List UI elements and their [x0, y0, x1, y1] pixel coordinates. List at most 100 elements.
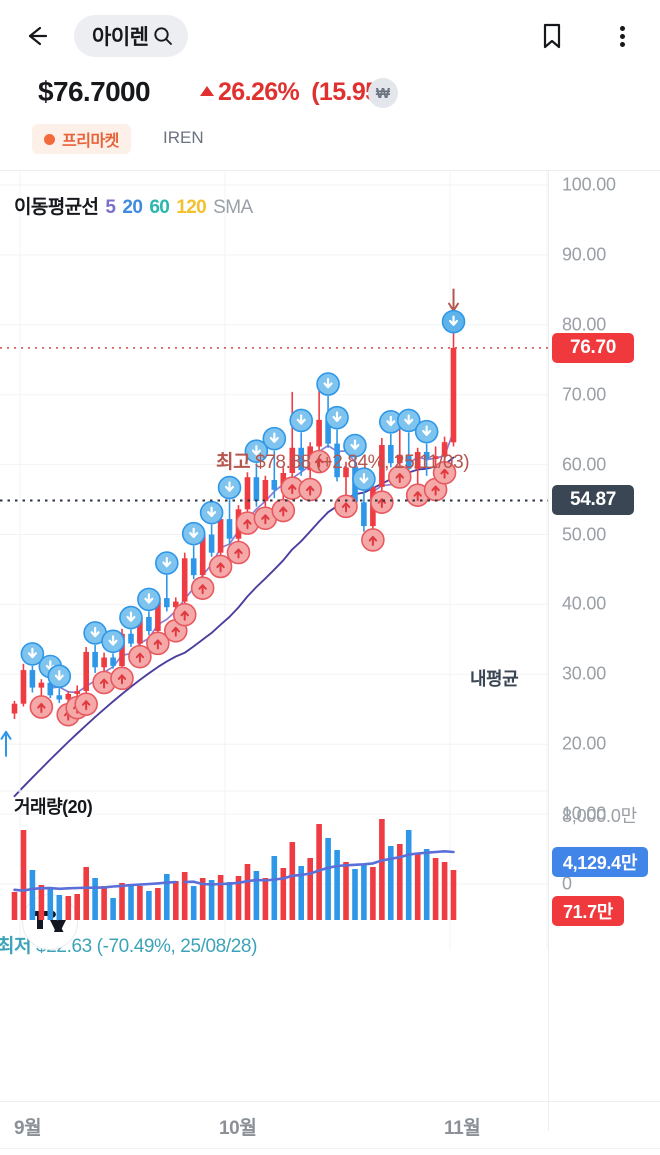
sell-signal-marker — [352, 467, 376, 491]
volume-bar — [56, 895, 63, 920]
current-price: $76.7000 — [38, 76, 151, 107]
buy-signal-marker — [307, 449, 331, 474]
buy-signal-marker — [235, 511, 260, 535]
kebab-menu-icon — [619, 23, 625, 50]
triangle-up-icon — [200, 85, 214, 96]
buy-signal-marker — [432, 461, 457, 485]
buy-signal-marker — [110, 666, 134, 691]
volume-bar — [280, 868, 287, 920]
volume-axis-top-label: 8,000.0만 — [562, 806, 638, 826]
volume-bar — [262, 878, 269, 920]
high-annotation: 최고 $78.88 (+2.84%, 25/11/03) — [216, 447, 470, 474]
buy-signal-marker — [29, 695, 54, 719]
volume-bar — [190, 886, 197, 920]
volume-bar — [414, 853, 421, 920]
price-axis-tick: 50.00 — [562, 524, 607, 544]
volume-bar — [128, 884, 134, 920]
sell-signal-marker — [343, 433, 367, 458]
search-chip[interactable]: 아이렌 — [74, 15, 189, 57]
volume-bar — [217, 875, 224, 920]
buy-signal-marker — [146, 631, 170, 656]
price-axis[interactable]: 0 10.00 20.00 30.00 40.00 50.00 60.00 70.00 80.0… — [548, 171, 660, 950]
price-change-group: 26.26% (15.95) — [200, 78, 387, 107]
volume-bar — [119, 883, 125, 920]
volume-bar — [199, 878, 206, 920]
buy-signal-marker — [387, 465, 412, 489]
volume-bar — [173, 881, 179, 920]
volume-chart-plot[interactable] — [0, 789, 548, 920]
volume-area[interactable]: 거래량(20) 8,000.0만 4,129.4만 71.7만 — [0, 789, 660, 926]
last-price-badge: 76.70 — [552, 332, 634, 363]
price-axis-tick: 100.00 — [562, 174, 616, 195]
sell-signal-marker — [119, 605, 143, 630]
volume-bar — [235, 876, 242, 920]
volume-ma-badge: 4,129.4만 — [552, 847, 648, 877]
buy-signal-marker — [172, 602, 197, 627]
buy-signal-marker — [226, 540, 251, 565]
bookmark-icon — [543, 23, 561, 49]
ticker-symbol: IREN — [163, 128, 204, 147]
volume-bar — [155, 888, 161, 920]
volume-bar — [253, 871, 260, 920]
volume-bar — [423, 849, 430, 920]
time-axis-tick: 11월 — [444, 1118, 481, 1139]
high-annotation-label: 최고 — [216, 452, 251, 473]
volume-bar — [101, 886, 107, 920]
time-axis: 9월 10월 11월 — [0, 1101, 660, 1155]
volume-bar — [352, 869, 358, 920]
high-annotation-value: $78.88 (+2.84%, 25/11/03) — [255, 452, 470, 473]
volume-bar — [450, 870, 457, 920]
session-badge-label: 프리마켓 — [62, 133, 119, 150]
back-button[interactable] — [14, 14, 58, 58]
volume-axis[interactable]: 8,000.0만 4,129.4만 71.7만 — [548, 789, 660, 926]
time-axis-top-rule — [0, 1101, 660, 1102]
bookmark-button[interactable] — [530, 14, 574, 58]
high-marker — [441, 309, 466, 334]
ma-legend-5: 5 — [105, 197, 116, 218]
volume-bar — [361, 864, 367, 920]
volume-bar — [11, 892, 18, 920]
sell-signal-marker — [289, 408, 314, 433]
low-annotation-label: 최저 — [0, 936, 32, 957]
ma-legend-title: 이동평균선 — [14, 197, 99, 218]
price-axis-tick: 90.00 — [562, 244, 607, 265]
my-average-badge: 54.87 — [552, 485, 634, 516]
sell-signal-marker — [47, 664, 72, 689]
ma-legend[interactable]: 이동평균선 5 20 60 120 SMA — [14, 192, 253, 219]
ma-legend-20: 20 — [122, 197, 143, 218]
chart-area[interactable]: 이동평균선 5 20 60 120 SMA 최고 $78.88 (+2.84%,… — [0, 171, 660, 1155]
price-chart-plot[interactable] — [0, 171, 548, 950]
volume-bar — [146, 891, 152, 920]
search-chip-label: 아이렌 — [92, 26, 149, 49]
price-axis-tick: 60.00 — [562, 454, 607, 475]
price-axis-tick: 80.00 — [562, 314, 607, 335]
buy-signal-marker — [190, 576, 215, 600]
sell-signal-marker — [414, 419, 439, 444]
sell-signal-marker — [217, 475, 242, 500]
sell-signal-marker — [199, 500, 224, 525]
volume-bar — [164, 874, 170, 920]
candlestick-chart — [0, 171, 548, 950]
session-badge: 프리마켓 — [32, 124, 131, 154]
top-app-bar: 아이렌 — [0, 0, 660, 72]
volume-bar — [244, 864, 251, 920]
time-axis-tick: 9월 — [14, 1118, 42, 1139]
volume-bar — [83, 867, 89, 920]
currency-toggle-button[interactable]: ₩ — [368, 78, 398, 108]
sell-signal-marker — [20, 642, 45, 666]
buy-signal-marker — [208, 554, 233, 579]
buy-signal-marker — [271, 498, 296, 523]
sell-signal-marker — [181, 521, 206, 546]
volume-bar — [325, 838, 331, 920]
sell-signal-marker — [396, 408, 421, 433]
time-axis-tick: 10월 — [219, 1118, 257, 1139]
price-axis-tick: 20.00 — [562, 733, 607, 754]
search-icon — [154, 27, 173, 45]
price-axis-tick: 70.00 — [562, 384, 607, 405]
volume-bar — [343, 862, 349, 920]
overflow-menu-button[interactable] — [600, 14, 644, 58]
ma-legend-type: SMA — [213, 197, 253, 218]
volume-ma-line — [13, 850, 455, 892]
price-axis-tick: 30.00 — [562, 663, 607, 684]
